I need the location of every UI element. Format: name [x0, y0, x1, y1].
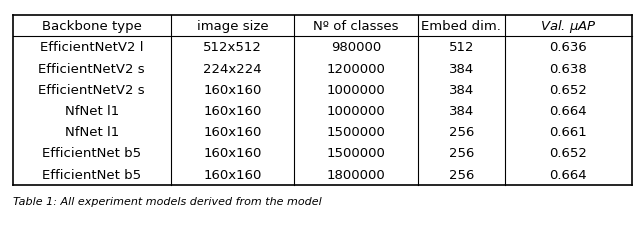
Text: 512x512: 512x512	[203, 41, 262, 54]
Text: 384: 384	[449, 83, 474, 96]
Text: Table 1: All experiment models derived from the model: Table 1: All experiment models derived f…	[13, 196, 322, 206]
Text: 1500000: 1500000	[327, 147, 385, 160]
Text: 0.638: 0.638	[549, 62, 587, 75]
Text: Val. $\mu AP$: Val. $\mu AP$	[540, 18, 597, 35]
Text: 1500000: 1500000	[327, 126, 385, 139]
Text: 0.652: 0.652	[549, 83, 587, 96]
Text: 0.664: 0.664	[549, 105, 587, 118]
Text: EfficientNetV2 l: EfficientNetV2 l	[40, 41, 144, 54]
Text: Embed dim.: Embed dim.	[422, 20, 501, 33]
Text: Backbone type: Backbone type	[41, 20, 142, 33]
Text: Nº of classes: Nº of classes	[313, 20, 399, 33]
Text: 0.652: 0.652	[549, 147, 587, 160]
Text: 160x160: 160x160	[204, 168, 262, 181]
Text: 1000000: 1000000	[327, 83, 385, 96]
Text: 160x160: 160x160	[204, 126, 262, 139]
Text: 160x160: 160x160	[204, 105, 262, 118]
Text: NfNet l1: NfNet l1	[64, 126, 119, 139]
Text: 1000000: 1000000	[327, 105, 385, 118]
Text: 160x160: 160x160	[204, 83, 262, 96]
Text: 1800000: 1800000	[327, 168, 385, 181]
Text: 224x224: 224x224	[203, 62, 262, 75]
Text: 384: 384	[449, 105, 474, 118]
Text: 256: 256	[449, 168, 474, 181]
Text: EfficientNetV2 s: EfficientNetV2 s	[38, 83, 145, 96]
Text: 1200000: 1200000	[327, 62, 385, 75]
Text: 0.636: 0.636	[549, 41, 587, 54]
Text: EfficientNet b5: EfficientNet b5	[42, 147, 141, 160]
Text: NfNet l1: NfNet l1	[64, 105, 119, 118]
Text: 512: 512	[449, 41, 474, 54]
Text: 0.664: 0.664	[549, 168, 587, 181]
Text: 0.661: 0.661	[549, 126, 587, 139]
Text: 160x160: 160x160	[204, 147, 262, 160]
Text: 980000: 980000	[331, 41, 382, 54]
Text: 256: 256	[449, 126, 474, 139]
Text: EfficientNet b5: EfficientNet b5	[42, 168, 141, 181]
Text: EfficientNetV2 s: EfficientNetV2 s	[38, 62, 145, 75]
Text: 256: 256	[449, 147, 474, 160]
Text: 384: 384	[449, 62, 474, 75]
Text: image size: image size	[197, 20, 268, 33]
